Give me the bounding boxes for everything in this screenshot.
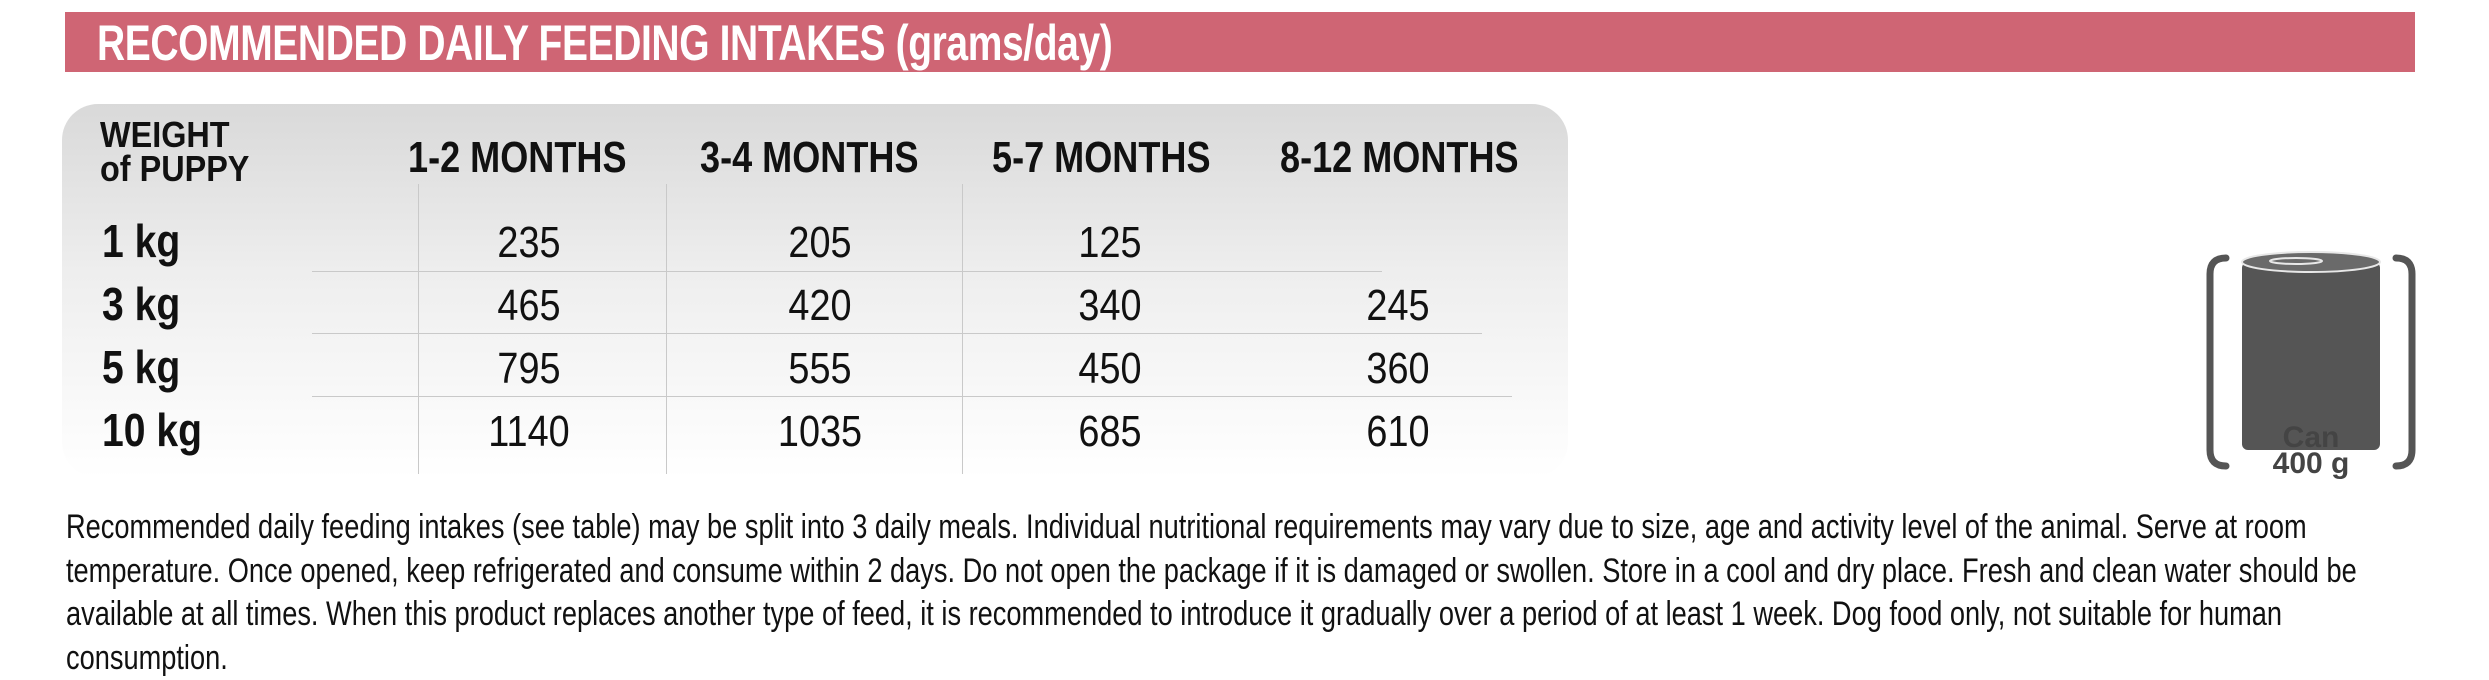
weight-header: WEIGHT of PUPPY bbox=[100, 114, 250, 189]
row-weight-label: 5 kg bbox=[102, 341, 181, 393]
table-cell: 235 bbox=[497, 218, 561, 267]
column-header: 8-12 MONTHS bbox=[1280, 133, 1519, 182]
row-weight-label: 10 kg bbox=[102, 404, 202, 456]
feeding-table: WEIGHT of PUPPY 1-2 MONTHS 3-4 MONTHS 5-… bbox=[62, 104, 1568, 478]
weight-header-line1: WEIGHT bbox=[100, 114, 230, 155]
table-cell: 795 bbox=[497, 344, 561, 393]
column-divider bbox=[962, 184, 963, 474]
feeding-instructions: Recommended daily feeding intakes (see t… bbox=[66, 508, 2357, 677]
column-header: 1-2 MONTHS bbox=[408, 133, 627, 182]
column-divider bbox=[418, 184, 419, 474]
page-title: RECOMMENDED DAILY FEEDING INTAKES (grams… bbox=[97, 15, 1113, 71]
table-cell: 685 bbox=[1078, 407, 1142, 456]
table-cell: 205 bbox=[788, 218, 852, 267]
table-cell: 450 bbox=[1078, 344, 1142, 393]
column-header: 3-4 MONTHS bbox=[700, 133, 919, 182]
can-label: Can bbox=[2282, 421, 2340, 454]
table-cell: 360 bbox=[1366, 344, 1430, 393]
can-size-indicator: Can 400 g bbox=[2196, 240, 2426, 490]
row-divider bbox=[312, 333, 1482, 334]
row-weight-label: 1 kg bbox=[102, 215, 181, 267]
table-cell: 245 bbox=[1366, 281, 1430, 330]
table-cell: 420 bbox=[788, 281, 852, 330]
can-icon bbox=[2206, 251, 2416, 470]
table-cell: 125 bbox=[1078, 218, 1142, 267]
title-banner: RECOMMENDED DAILY FEEDING INTAKES (grams… bbox=[65, 12, 2415, 72]
row-divider bbox=[312, 396, 1512, 397]
column-header: 5-7 MONTHS bbox=[992, 133, 1211, 182]
table-cell: 1035 bbox=[777, 407, 863, 456]
table-cell: 555 bbox=[788, 344, 852, 393]
row-weight-label: 3 kg bbox=[102, 278, 181, 330]
can-size: 400 g bbox=[2272, 447, 2350, 480]
table-cell: 610 bbox=[1366, 407, 1430, 456]
weight-header-line2: of PUPPY bbox=[100, 148, 250, 189]
table-cell: 340 bbox=[1078, 281, 1142, 330]
column-divider bbox=[666, 184, 667, 474]
row-divider bbox=[312, 271, 1382, 272]
table-cell: 1140 bbox=[488, 407, 570, 456]
table-cell: 465 bbox=[497, 281, 561, 330]
